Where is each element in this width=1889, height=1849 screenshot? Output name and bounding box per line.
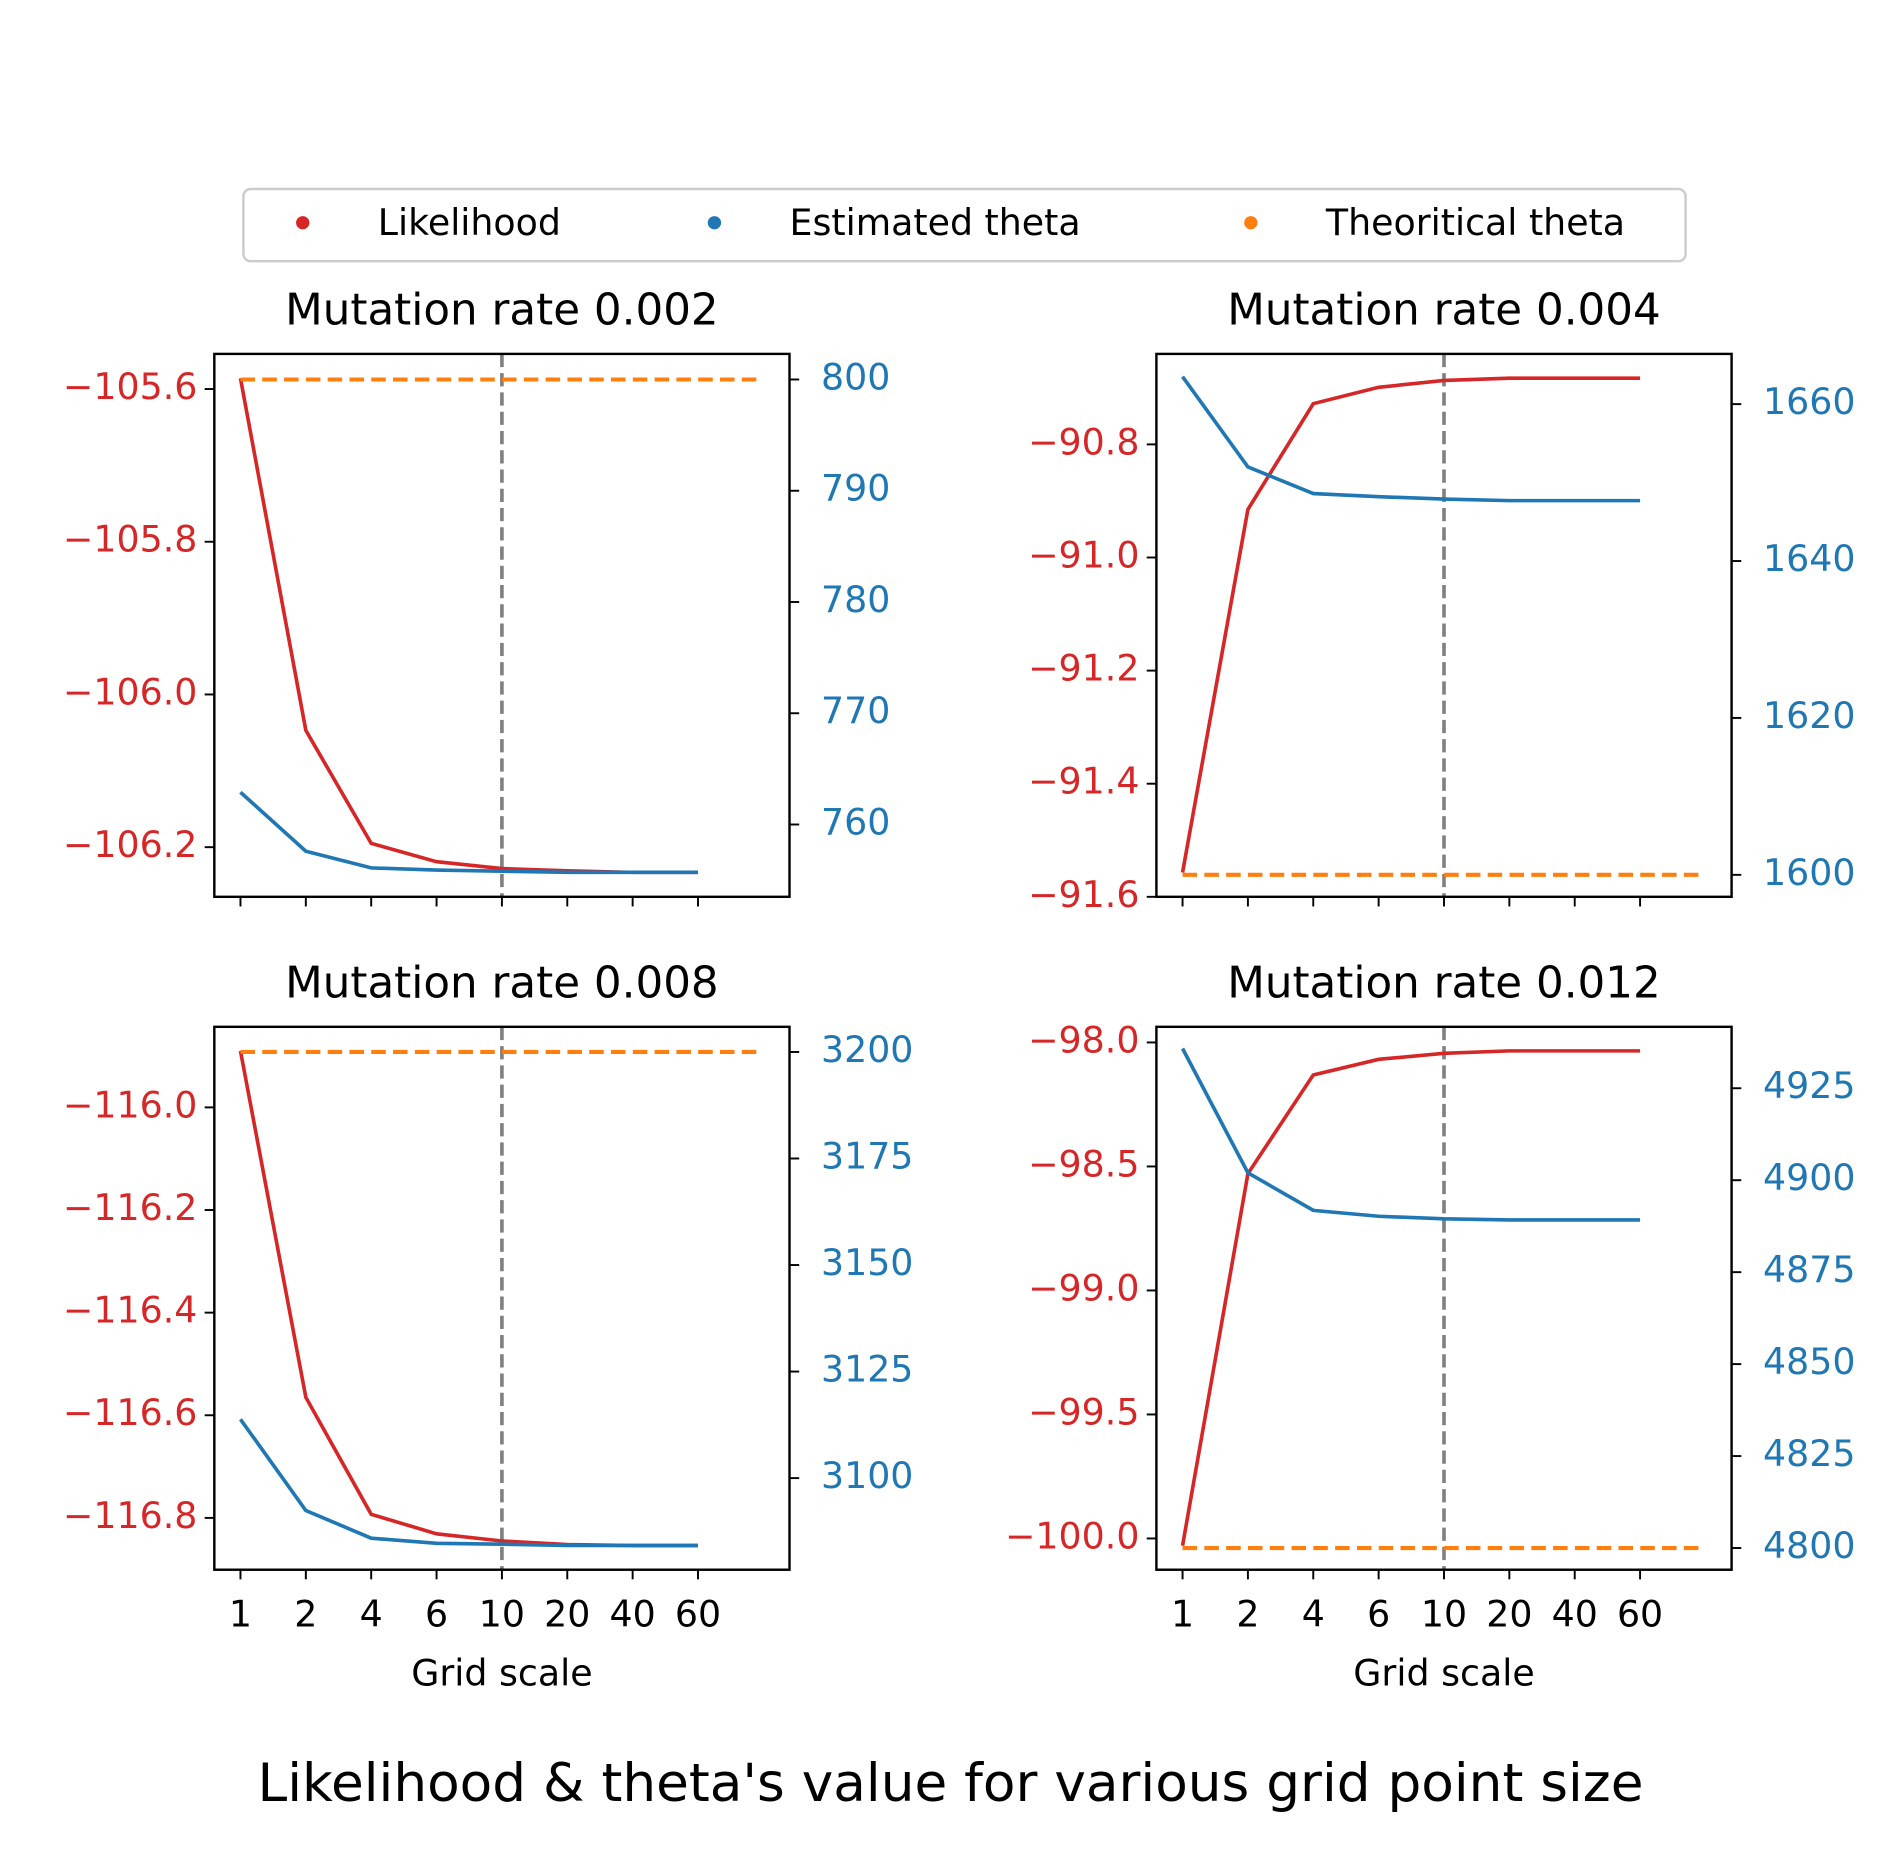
y2-tick-label: 4850 <box>1763 1340 1855 1383</box>
x-tick-label: 2 <box>1236 1593 1259 1636</box>
legend-marker <box>1244 216 1258 230</box>
subplot-title: Mutation rate 0.012 <box>1227 958 1660 1008</box>
y-tick-label: −105.8 <box>63 518 197 561</box>
y-tick-label: −91.6 <box>1028 873 1139 916</box>
legend-label: Theoritical theta <box>1325 201 1625 244</box>
series-line <box>1181 375 1641 503</box>
plot-frame <box>1155 352 1733 899</box>
y-tick-label: −91.0 <box>1028 534 1139 577</box>
series-line <box>238 378 699 875</box>
series-line <box>1180 1049 1641 1546</box>
subplot-title: Mutation rate 0.004 <box>1227 286 1660 336</box>
legend-marker <box>707 216 722 230</box>
y-tick-label: −106.0 <box>63 671 197 714</box>
y2-tick-label: 3200 <box>821 1028 913 1071</box>
y-tick-label: −91.4 <box>1028 760 1139 803</box>
subplot-title: Mutation rate 0.008 <box>285 958 718 1008</box>
x-tick-label: 60 <box>675 1593 721 1636</box>
x-tick-label: 1 <box>1171 1593 1194 1636</box>
y-tick-label: −105.6 <box>63 365 197 408</box>
y2-tick-label: 1600 <box>1763 851 1855 894</box>
y-tick-label: −106.2 <box>63 823 197 866</box>
x-tick-label: 4 <box>360 1593 383 1636</box>
x-tick-label: 10 <box>479 1593 525 1636</box>
y2-tick-label: 790 <box>821 467 890 510</box>
y-tick-label: −100.0 <box>1005 1515 1139 1558</box>
y2-tick-label: 4800 <box>1763 1524 1855 1567</box>
y-tick-label: −99.5 <box>1028 1391 1139 1434</box>
x-tick-label: 60 <box>1617 1593 1663 1636</box>
y-tick-label: −98.5 <box>1028 1143 1139 1186</box>
y-tick-label: −116.4 <box>63 1289 197 1332</box>
series-line <box>238 1050 699 1548</box>
y2-tick-label: 3150 <box>821 1241 913 1284</box>
x-tick-label: 20 <box>1486 1593 1532 1636</box>
x-tick-label: 20 <box>544 1593 590 1636</box>
y-tick-label: −116.8 <box>63 1494 197 1537</box>
y-tick-label: −116.0 <box>63 1083 197 1126</box>
y-tick-label: −116.6 <box>63 1391 197 1434</box>
y-tick-label: −116.2 <box>63 1186 197 1229</box>
x-tick-label: 40 <box>1552 1593 1598 1636</box>
subplot-title: Mutation rate 0.002 <box>285 286 718 336</box>
y2-tick-label: 760 <box>821 801 890 844</box>
x-tick-label: 1 <box>229 1593 252 1636</box>
y2-tick-label: 3125 <box>821 1348 913 1391</box>
legend-marker <box>296 216 310 230</box>
y-tick-label: −99.0 <box>1028 1267 1139 1310</box>
series-line <box>1180 376 1641 873</box>
y2-tick-label: 4875 <box>1763 1248 1855 1291</box>
y-tick-label: −98.0 <box>1028 1019 1139 1062</box>
y2-tick-label: 770 <box>821 689 890 732</box>
series-line <box>238 1418 699 1548</box>
x-axis-label: Grid scale <box>411 1652 592 1695</box>
y2-tick-label: 780 <box>821 578 890 621</box>
x-tick-label: 2 <box>294 1593 317 1636</box>
y2-tick-label: 4925 <box>1763 1064 1855 1107</box>
y2-tick-label: 4825 <box>1763 1432 1855 1475</box>
x-tick-label: 6 <box>1367 1593 1390 1636</box>
y-tick-label: −90.8 <box>1028 420 1139 463</box>
x-tick-label: 4 <box>1302 1593 1325 1636</box>
y2-tick-label: 3100 <box>821 1454 913 1497</box>
figure-title: Likelihood & theta's value for various g… <box>258 1752 1644 1814</box>
plot-frame <box>1155 1025 1733 1571</box>
series-line <box>239 790 699 875</box>
x-tick-label: 40 <box>610 1593 656 1636</box>
series-line <box>1180 1047 1641 1222</box>
plot-frame <box>213 1025 791 1571</box>
y2-tick-label: 3175 <box>821 1135 913 1178</box>
y2-tick-label: 1620 <box>1763 694 1855 737</box>
y-tick-label: −91.2 <box>1028 647 1139 690</box>
x-axis-label: Grid scale <box>1353 1652 1534 1695</box>
y2-tick-label: 4900 <box>1763 1156 1855 1199</box>
legend-label: Likelihood <box>378 201 561 244</box>
legend-label: Estimated theta <box>790 201 1081 244</box>
y2-tick-label: 1660 <box>1763 380 1855 423</box>
legend-box <box>242 187 1687 263</box>
y2-tick-label: 1640 <box>1763 537 1855 580</box>
plot-frame <box>213 352 791 899</box>
y2-tick-label: 800 <box>821 356 890 399</box>
x-tick-label: 6 <box>425 1593 448 1636</box>
x-tick-label: 10 <box>1421 1593 1467 1636</box>
